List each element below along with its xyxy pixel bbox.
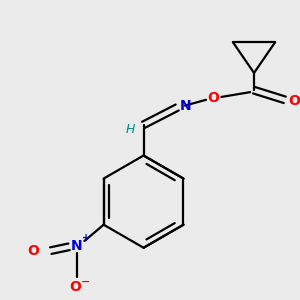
Text: O: O xyxy=(69,280,81,294)
Text: N: N xyxy=(180,99,192,112)
Text: N: N xyxy=(71,239,82,253)
Text: H: H xyxy=(125,123,135,136)
Text: O: O xyxy=(28,244,39,258)
Text: +: + xyxy=(82,233,90,243)
Text: O: O xyxy=(208,91,220,105)
Text: O: O xyxy=(288,94,300,108)
Text: −: − xyxy=(81,277,90,287)
